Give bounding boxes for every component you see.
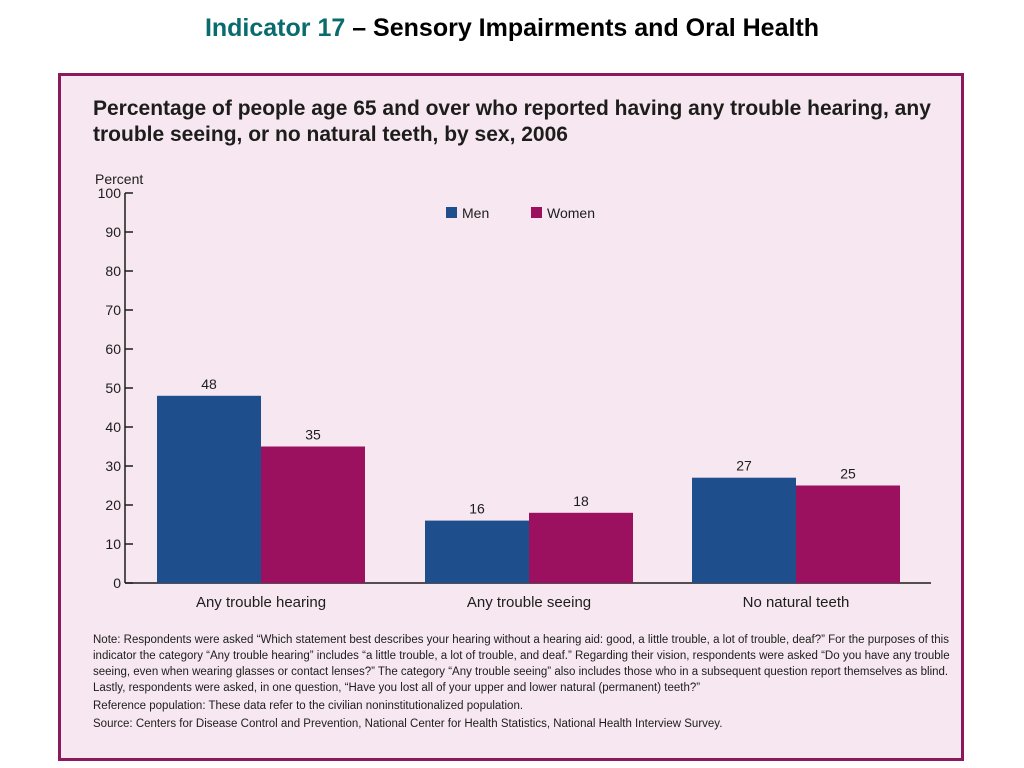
data-label: 35: [305, 427, 321, 443]
legend-swatch-women: [531, 207, 542, 218]
chart-panel: Percentage of people age 65 and over who…: [58, 73, 964, 761]
bar-women: [261, 446, 365, 583]
bar-women: [796, 485, 900, 583]
slide-title-accent: Indicator 17: [204, 14, 346, 42]
y-tick-label: 100: [98, 185, 122, 201]
y-tick-label: 20: [105, 497, 121, 513]
source-text: Source: Centers for Disease Control and …: [93, 718, 723, 730]
y-tick-label: 70: [105, 302, 121, 318]
bar-men: [157, 395, 261, 583]
data-label: 16: [469, 501, 485, 517]
legend-label-men: Men: [462, 205, 489, 221]
data-label: 18: [573, 493, 589, 509]
y-tick-label: 50: [105, 380, 121, 396]
data-label: 48: [201, 376, 217, 392]
reference-text: Reference population: These data refer t…: [93, 700, 524, 712]
x-tick-label: Any trouble seeing: [467, 594, 591, 611]
y-tick-label: 90: [105, 224, 121, 240]
bar-men: [692, 477, 796, 583]
bar-men: [425, 520, 529, 583]
legend-label-women: Women: [547, 205, 595, 221]
note-text: Note: Respondents were asked “Which stat…: [93, 634, 950, 694]
chart-title: Percentage of people age 65 and over who…: [93, 97, 931, 146]
slide-title-rest: – Sensory Impairments and Oral Health: [345, 14, 820, 42]
x-tick-label: No natural teeth: [743, 594, 850, 611]
y-tick-label: 80: [105, 263, 121, 279]
y-tick-label: 40: [105, 419, 121, 435]
legend-swatch-men: [446, 207, 457, 218]
y-tick-label: 0: [113, 575, 121, 591]
data-label: 27: [736, 458, 752, 474]
x-tick-label: Any trouble hearing: [196, 594, 326, 611]
chart-notes: Note: Respondents were asked “Which stat…: [93, 632, 953, 734]
y-axis-label: Percent: [95, 171, 143, 187]
bar-chart: Percent 0 10 20 30 40 50 60 70 80 90 100 48 35 Any tro…: [95, 171, 931, 611]
y-tick-label: 30: [105, 458, 121, 474]
data-label: 25: [840, 466, 856, 482]
bar-women: [529, 512, 633, 583]
slide-title: Indicator 17 – Sensory Impairments and O…: [0, 14, 1024, 43]
y-tick-label: 60: [105, 341, 121, 357]
y-tick-label: 10: [105, 536, 121, 552]
